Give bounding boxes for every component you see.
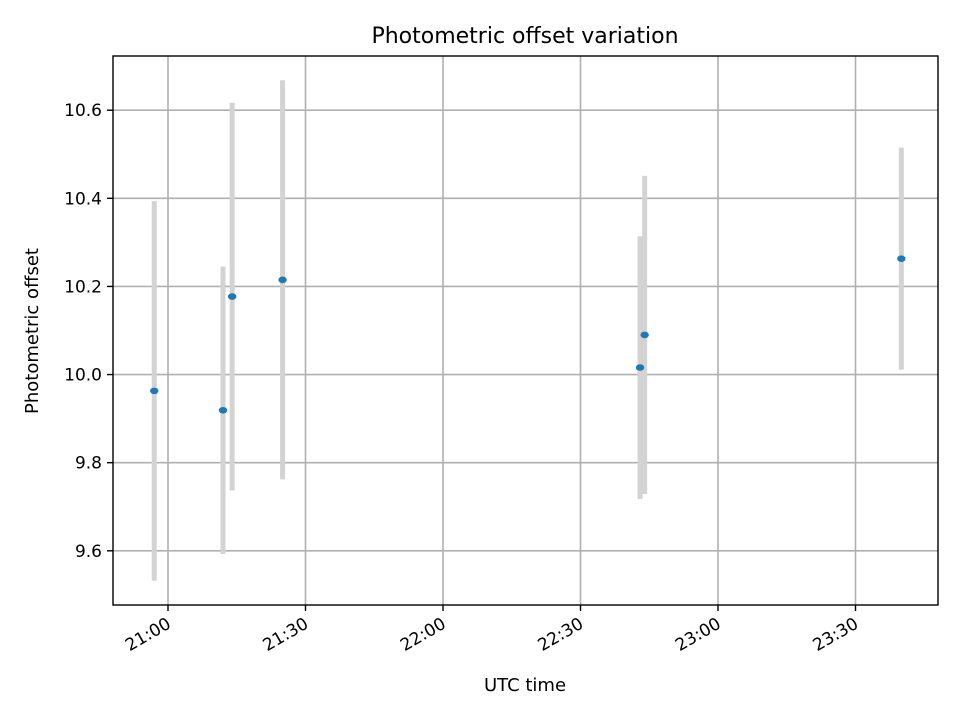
x-axis-label: UTC time	[484, 675, 566, 696]
y-axis-label: Photometric offset	[22, 248, 43, 414]
data-point	[278, 276, 287, 284]
error-bars	[151, 80, 904, 581]
x-tick-label: 21:00	[122, 614, 174, 656]
y-tick-label: 10.2	[64, 277, 102, 297]
data-point	[897, 255, 906, 262]
data-point	[218, 406, 228, 414]
axis-ticks: 21:00 21:30 22:00 22:30 23:00 23:30 9.6 9.8 10.0…	[64, 101, 862, 656]
y-tick-label: 9.8	[75, 454, 102, 474]
x-tick-label: 23:30	[810, 614, 862, 656]
x-tick-label: 22:00	[397, 614, 449, 656]
y-tick-label: 10.0	[64, 366, 102, 386]
plot-frame	[112, 55, 939, 606]
chart-title: Photometric offset variation	[371, 24, 678, 49]
y-tick-label: 9.6	[75, 542, 102, 562]
x-tick-label: 21:30	[260, 614, 312, 656]
grid-lines	[113, 56, 938, 605]
y-tick-label: 10.6	[64, 101, 102, 121]
x-tick-label: 23:00	[672, 614, 724, 656]
data-point	[640, 331, 649, 339]
x-tick-label: 22:30	[535, 614, 587, 656]
data-point	[227, 293, 237, 300]
data-point	[635, 364, 645, 371]
y-tick-label: 10.4	[64, 189, 102, 209]
data-points	[150, 255, 906, 414]
data-point	[150, 387, 159, 395]
